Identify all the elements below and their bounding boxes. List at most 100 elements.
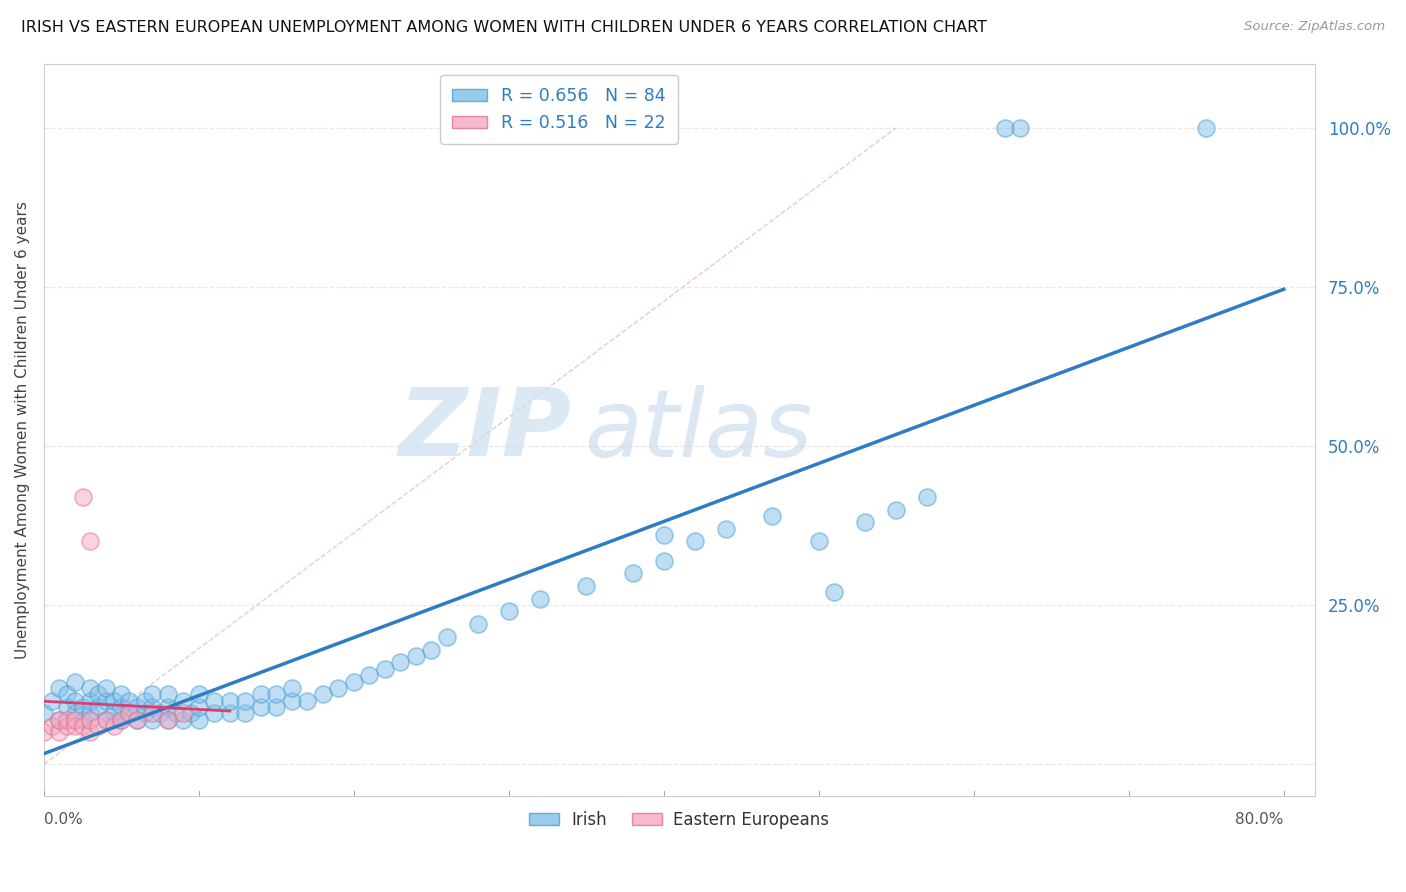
Point: [683, 534, 706, 549]
Point: [172, 713, 194, 727]
Point: [156, 700, 179, 714]
Point: [103, 706, 125, 721]
Point: [79, 713, 101, 727]
Point: [63, 719, 86, 733]
Point: [110, 713, 132, 727]
Text: IRISH VS EASTERN EUROPEAN UNEMPLOYMENT AMONG WOMEN WITH CHILDREN UNDER 6 YEARS C: IRISH VS EASTERN EUROPEAN UNEMPLOYMENT A…: [21, 20, 987, 35]
Point: [125, 713, 148, 727]
Point: [94, 713, 117, 727]
Point: [32, 706, 55, 721]
Text: ZIP: ZIP: [398, 384, 571, 476]
Point: [94, 713, 117, 727]
Text: Source: ZipAtlas.com: Source: ZipAtlas.com: [1244, 20, 1385, 33]
Point: [235, 706, 257, 721]
Point: [149, 706, 172, 721]
Point: [187, 700, 209, 714]
Point: [87, 687, 110, 701]
Point: [41, 719, 63, 733]
Point: [87, 700, 110, 714]
Point: [94, 693, 117, 707]
Point: [72, 490, 94, 504]
Point: [266, 687, 288, 701]
Point: [343, 674, 366, 689]
Point: [110, 713, 132, 727]
Point: [374, 662, 396, 676]
Point: [110, 687, 132, 701]
Point: [141, 713, 163, 727]
Point: [72, 719, 94, 733]
Point: [917, 490, 939, 504]
Point: [761, 508, 783, 523]
Point: [141, 687, 163, 701]
Point: [156, 713, 179, 727]
Point: [48, 725, 70, 739]
Point: [807, 534, 830, 549]
Point: [436, 630, 458, 644]
Point: [87, 719, 110, 733]
Point: [48, 713, 70, 727]
Point: [79, 693, 101, 707]
Point: [134, 693, 156, 707]
Point: [63, 674, 86, 689]
Point: [94, 681, 117, 695]
Point: [621, 566, 644, 581]
Point: [41, 693, 63, 707]
Point: [103, 719, 125, 733]
Point: [125, 700, 148, 714]
Point: [134, 706, 156, 721]
Point: [141, 700, 163, 714]
Point: [652, 553, 675, 567]
Point: [405, 648, 427, 663]
Point: [32, 725, 55, 739]
Point: [56, 713, 79, 727]
Point: [235, 693, 257, 707]
Text: 80.0%: 80.0%: [1236, 812, 1284, 827]
Point: [328, 681, 350, 695]
Point: [125, 713, 148, 727]
Text: 0.0%: 0.0%: [44, 812, 83, 827]
Point: [652, 528, 675, 542]
Point: [187, 713, 209, 727]
Point: [63, 693, 86, 707]
Point: [180, 706, 202, 721]
Point: [281, 681, 304, 695]
Point: [312, 687, 335, 701]
Point: [266, 700, 288, 714]
Point: [79, 681, 101, 695]
Point: [172, 693, 194, 707]
Point: [48, 713, 70, 727]
Point: [63, 713, 86, 727]
Point: [250, 700, 273, 714]
Point: [853, 516, 876, 530]
Point: [156, 713, 179, 727]
Point: [1010, 120, 1032, 135]
Point: [823, 585, 845, 599]
Point: [886, 502, 908, 516]
Point: [714, 522, 737, 536]
Point: [498, 605, 520, 619]
Point: [156, 687, 179, 701]
Point: [72, 713, 94, 727]
Point: [1195, 120, 1218, 135]
Point: [63, 706, 86, 721]
Point: [187, 687, 209, 701]
Point: [48, 681, 70, 695]
Point: [103, 693, 125, 707]
Legend: Irish, Eastern Europeans: Irish, Eastern Europeans: [523, 804, 837, 835]
Point: [110, 700, 132, 714]
Point: [79, 706, 101, 721]
Point: [56, 687, 79, 701]
Point: [202, 693, 225, 707]
Point: [575, 579, 598, 593]
Point: [529, 591, 551, 606]
Point: [281, 693, 304, 707]
Point: [79, 725, 101, 739]
Point: [202, 706, 225, 721]
Point: [118, 706, 141, 721]
Point: [297, 693, 319, 707]
Point: [141, 706, 163, 721]
Point: [218, 706, 240, 721]
Point: [420, 642, 443, 657]
Point: [467, 617, 489, 632]
Point: [359, 668, 381, 682]
